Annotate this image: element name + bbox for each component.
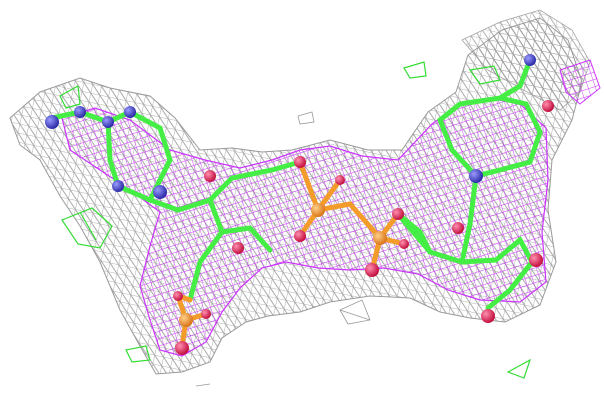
- oxygen-atoms: [173, 100, 554, 355]
- carbon-bonds: [49, 57, 543, 311]
- nitrogen-atoms: [45, 54, 536, 199]
- gray-mesh-fragments: [195, 111, 371, 387]
- phosphorus-atoms: [179, 203, 387, 327]
- green-difference-mesh: [59, 61, 532, 379]
